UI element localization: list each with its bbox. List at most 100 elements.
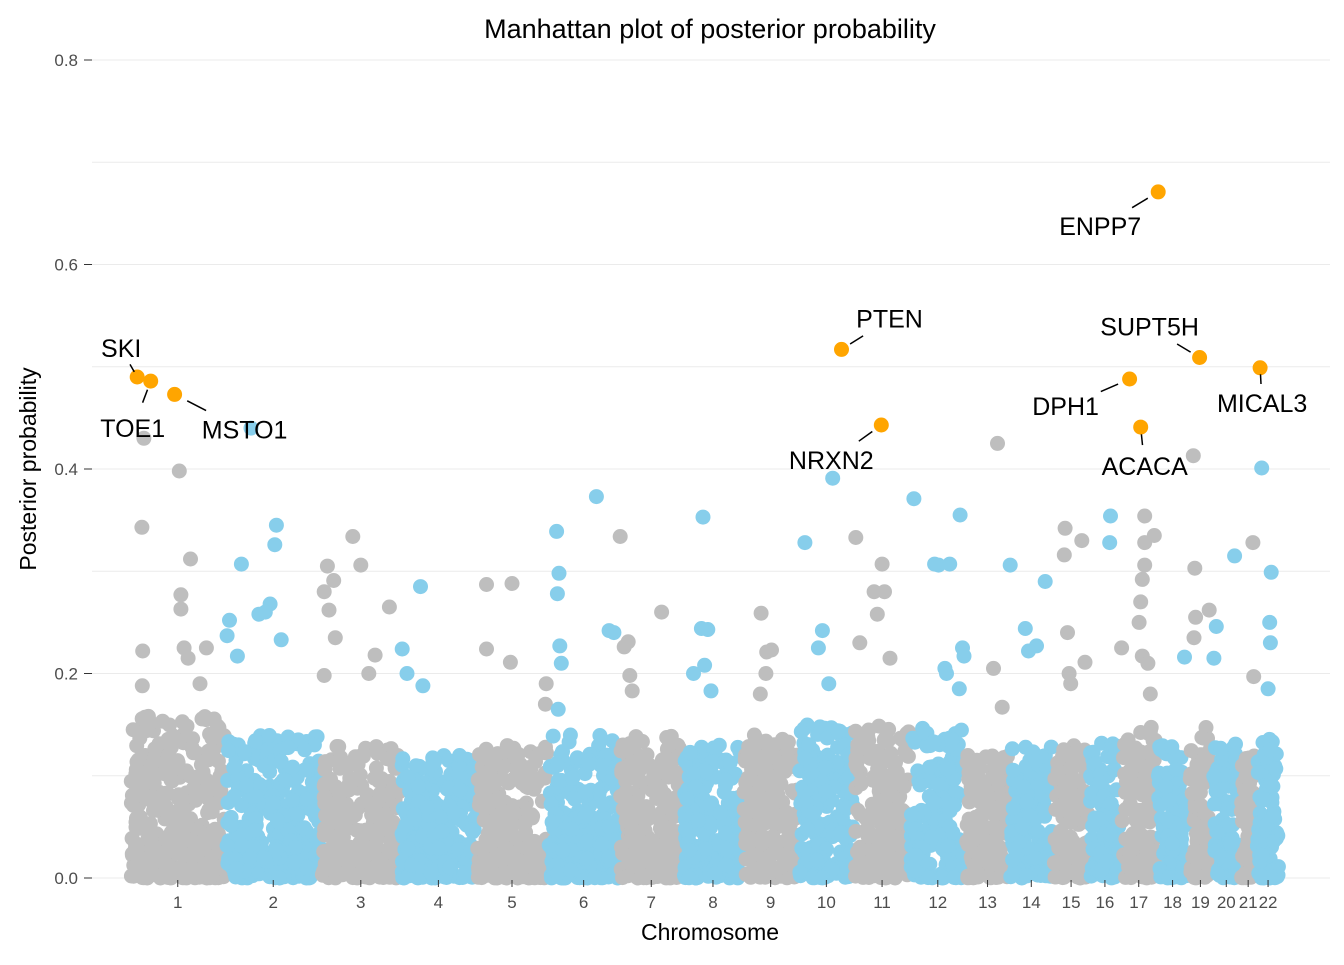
data-point	[1183, 743, 1199, 759]
data-point	[639, 747, 655, 763]
data-point	[1158, 779, 1174, 794]
data-point	[233, 556, 249, 572]
data-point	[219, 628, 235, 644]
x-tick-label-chr18: 18	[1163, 893, 1182, 912]
data-point	[479, 641, 494, 657]
data-point	[1220, 817, 1236, 833]
data-point	[1161, 792, 1177, 808]
data-point	[470, 869, 486, 885]
data-point	[870, 761, 886, 777]
data-point	[986, 660, 1001, 676]
data-point	[577, 784, 593, 800]
data-point	[1118, 785, 1133, 800]
data-point	[550, 757, 566, 773]
data-point	[944, 732, 960, 747]
data-point	[871, 718, 887, 734]
data-point	[555, 842, 571, 858]
data-point	[406, 807, 422, 823]
data-point	[1087, 756, 1103, 772]
data-point	[1068, 868, 1084, 883]
data-point	[1021, 643, 1036, 659]
data-point	[641, 835, 657, 850]
data-point	[1084, 785, 1100, 801]
data-point	[1117, 766, 1133, 782]
data-point	[969, 809, 985, 825]
data-point	[361, 666, 377, 681]
data-point	[780, 743, 796, 759]
data-point	[1187, 560, 1203, 576]
data-point	[381, 751, 397, 767]
data-point	[1236, 782, 1252, 798]
data-point	[1262, 635, 1278, 651]
data-point	[1191, 769, 1207, 785]
data-point	[178, 809, 194, 824]
label-connector	[129, 364, 135, 373]
y-tick-label: 0.0	[54, 869, 78, 888]
data-point	[549, 586, 565, 602]
data-point	[1137, 535, 1153, 551]
data-point	[965, 832, 981, 848]
data-point	[884, 811, 899, 827]
data-point	[821, 676, 837, 692]
data-point	[801, 737, 817, 753]
data-point	[886, 863, 902, 879]
data-point	[1206, 650, 1222, 666]
data-point	[202, 864, 218, 880]
data-point	[746, 761, 762, 777]
data-point	[1056, 869, 1072, 885]
data-point	[1085, 744, 1101, 760]
data-point	[1184, 785, 1200, 801]
label-connector	[141, 389, 149, 403]
data-point	[1102, 535, 1118, 551]
chromosome-2-points	[219, 728, 327, 886]
x-tick-label-chr9: 9	[766, 893, 775, 912]
data-point	[525, 808, 541, 824]
data-point	[423, 865, 439, 881]
x-axis-title: Chromosome	[641, 919, 779, 945]
data-point	[606, 625, 622, 641]
data-point	[457, 865, 473, 881]
data-point	[1254, 847, 1270, 863]
data-point	[601, 850, 617, 865]
data-point	[905, 730, 921, 746]
data-point	[331, 739, 347, 755]
data-point	[326, 573, 342, 588]
x-tick-label-chr21: 21	[1239, 893, 1258, 912]
data-point	[1028, 753, 1044, 769]
data-point	[947, 784, 963, 800]
data-point	[869, 606, 885, 622]
data-point	[398, 817, 414, 833]
data-point	[247, 822, 263, 838]
data-point	[824, 861, 840, 877]
data-point	[939, 761, 955, 777]
data-point	[434, 823, 450, 839]
data-point	[452, 782, 468, 798]
data-point	[969, 752, 985, 768]
data-point	[718, 825, 733, 841]
data-point	[1133, 802, 1149, 818]
data-point	[1019, 868, 1035, 884]
data-point	[192, 676, 208, 692]
data-point	[194, 711, 210, 727]
data-point	[146, 766, 162, 782]
data-point	[485, 834, 501, 850]
chromosome-1-points	[123, 708, 232, 886]
data-point	[336, 811, 352, 826]
data-point	[125, 722, 141, 738]
data-point	[1193, 798, 1209, 813]
highlight-point-nrxn2	[873, 417, 889, 433]
data-point	[633, 869, 649, 885]
data-point	[1142, 686, 1158, 702]
data-point	[146, 753, 162, 769]
label-connector	[1131, 197, 1149, 209]
data-point	[942, 819, 958, 835]
data-point	[507, 749, 523, 764]
data-point	[1188, 609, 1204, 625]
data-point	[550, 866, 566, 882]
data-point	[868, 863, 884, 879]
data-point	[210, 782, 226, 798]
data-point	[229, 861, 244, 876]
data-point	[814, 623, 830, 639]
gene-label-msto1: MSTO1	[202, 416, 288, 444]
data-point	[953, 722, 969, 738]
